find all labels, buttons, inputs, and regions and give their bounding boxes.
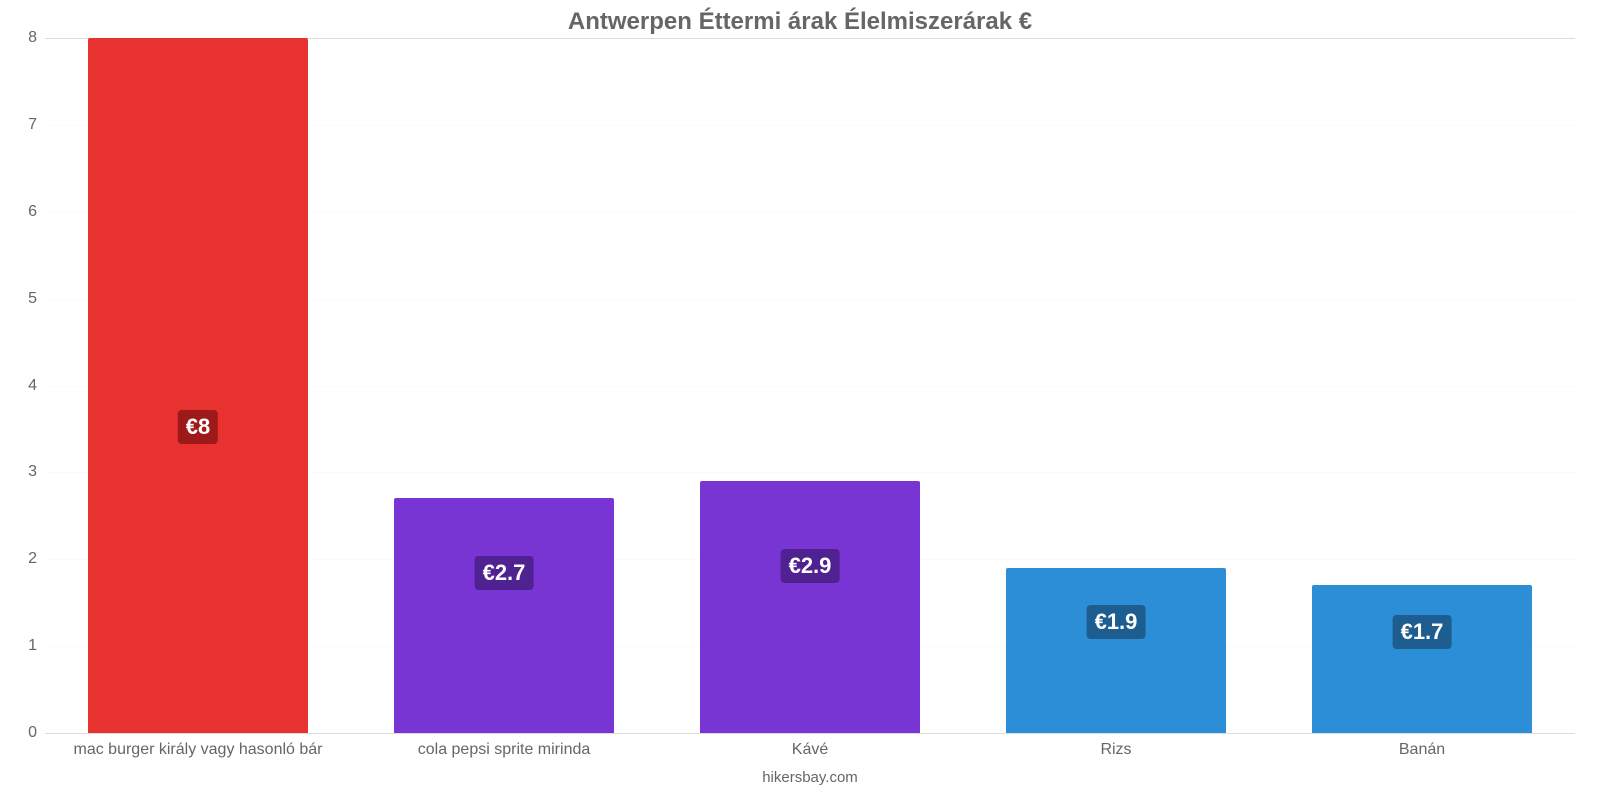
y-tick-label: 4 <box>5 377 45 395</box>
bar <box>1312 585 1532 733</box>
x-tick-label: cola pepsi sprite mirinda <box>418 733 591 759</box>
x-tick-label: Rizs <box>1100 733 1131 759</box>
x-tick-label: Kávé <box>792 733 828 759</box>
y-tick-label: 0 <box>5 724 45 742</box>
bar <box>88 38 308 733</box>
bar-value-label: €1.7 <box>1393 615 1452 649</box>
plot-area: 012345678 €8mac burger király vagy hason… <box>45 38 1575 733</box>
x-tick-label: mac burger király vagy hasonló bár <box>73 733 322 759</box>
x-tick-label: Banán <box>1399 733 1445 759</box>
bar <box>394 498 614 733</box>
bar <box>700 481 920 733</box>
y-tick-label: 3 <box>5 463 45 481</box>
bar-value-label: €1.9 <box>1087 605 1146 639</box>
bar-slot: €1.7Banán <box>1269 38 1575 733</box>
bar-slot: €1.9Rizs <box>963 38 1269 733</box>
y-tick-label: 5 <box>5 290 45 308</box>
chart-source-label: hikersbay.com <box>45 769 1575 786</box>
bar-slot: €2.7cola pepsi sprite mirinda <box>351 38 657 733</box>
y-tick-label: 8 <box>5 29 45 47</box>
bar <box>1006 568 1226 733</box>
bar-value-label: €2.7 <box>475 556 534 590</box>
y-tick-label: 2 <box>5 550 45 568</box>
chart-title: Antwerpen Éttermi árak Élelmiszerárak € <box>0 8 1600 36</box>
price-bar-chart: Antwerpen Éttermi árak Élelmiszerárak € … <box>0 0 1600 800</box>
bar-value-label: €8 <box>178 410 218 444</box>
bar-slot: €8mac burger király vagy hasonló bár <box>45 38 351 733</box>
y-tick-label: 6 <box>5 203 45 221</box>
y-tick-label: 1 <box>5 637 45 655</box>
bar-value-label: €2.9 <box>781 549 840 583</box>
bar-slot: €2.9Kávé <box>657 38 963 733</box>
y-tick-label: 7 <box>5 116 45 134</box>
